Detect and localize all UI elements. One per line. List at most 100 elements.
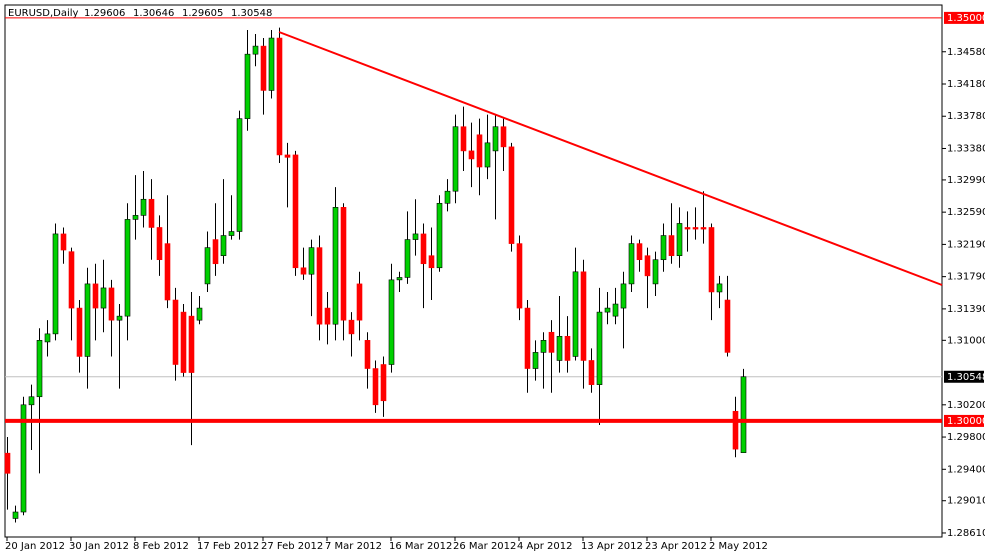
candle-body	[116, 315, 123, 321]
candle-body	[148, 198, 155, 228]
candle-body	[196, 307, 203, 321]
candle-body	[588, 360, 595, 385]
candle-body	[92, 283, 99, 309]
x-tick-label: 20 Jan 2012	[5, 541, 65, 552]
candle-body	[676, 223, 683, 256]
candle-body	[300, 267, 307, 275]
y-tick-label: 1.34180	[947, 79, 985, 90]
candle-body	[660, 235, 667, 261]
candle-body	[180, 311, 187, 373]
candle-body	[356, 283, 363, 321]
candle-body	[500, 126, 507, 148]
level-label-box	[944, 11, 984, 24]
x-tick-label: 7 Mar 2012	[325, 541, 382, 552]
x-tick-label: 8 Feb 2012	[133, 541, 189, 552]
candle-body	[468, 150, 475, 160]
y-tick-label: 1.32590	[947, 207, 985, 218]
x-tick-label: 2 May 2012	[709, 541, 768, 552]
candle-body	[380, 364, 387, 402]
y-tick-label: 1.30200	[947, 400, 985, 411]
y-tick-label: 1.29400	[947, 464, 985, 475]
candle-body	[604, 307, 611, 313]
candle-body	[636, 243, 643, 261]
candle-body	[316, 247, 323, 325]
current-price-label: 1.30548	[947, 372, 985, 383]
candle-body	[388, 279, 395, 365]
candle-body	[268, 37, 275, 91]
candle-body	[732, 410, 739, 450]
level-label: 1.30000	[947, 416, 985, 427]
candle-body	[100, 287, 107, 309]
candle-body	[340, 207, 347, 321]
candle-body	[684, 227, 691, 230]
candle-body	[52, 233, 59, 335]
y-tick-label: 1.29010	[947, 496, 985, 507]
chart-title: EURUSD,Daily	[8, 8, 79, 19]
candle-body	[44, 333, 51, 343]
candle-body	[644, 255, 651, 277]
y-tick-label: 1.29800	[947, 432, 985, 443]
candle-body	[428, 255, 435, 269]
candle-body	[164, 243, 171, 301]
y-tick-label: 1.31000	[947, 335, 985, 346]
candle-body	[68, 251, 75, 309]
candle-body	[612, 303, 619, 317]
candle-body	[596, 311, 603, 385]
y-tick-label: 1.31790	[947, 272, 985, 283]
candle-body	[452, 126, 459, 192]
candle-body	[4, 452, 11, 474]
candle-body	[308, 247, 315, 275]
header-value: 1.29606	[84, 8, 125, 19]
candle-body	[204, 247, 211, 285]
candle-body	[564, 335, 571, 361]
candle-body	[572, 271, 579, 357]
candle-body	[412, 233, 419, 240]
x-tick-label: 27 Feb 2012	[261, 541, 323, 552]
x-tick-label: 16 Mar 2012	[389, 541, 452, 552]
header-value: 1.30646	[133, 8, 174, 19]
candle-body	[524, 307, 531, 369]
candle-body	[396, 277, 403, 281]
candle-body	[540, 340, 547, 353]
y-tick-label: 1.33780	[947, 111, 985, 122]
candle-body	[724, 299, 731, 353]
header-value: 1.29605	[182, 8, 223, 19]
candle-body	[364, 340, 371, 369]
plot-border	[4, 4, 943, 538]
x-tick-label: 23 Apr 2012	[645, 541, 707, 552]
level-label-box	[944, 414, 984, 427]
header-value: 1.30548	[231, 8, 272, 19]
y-tick-label: 1.34580	[947, 47, 985, 58]
candle-body	[700, 227, 707, 230]
candle-body	[36, 340, 43, 398]
candle-body	[212, 239, 219, 265]
y-tick-label: 1.28610	[947, 528, 985, 539]
candle-body	[284, 154, 291, 158]
candle-body	[548, 331, 555, 353]
candle-body	[188, 315, 195, 373]
candle-body	[84, 283, 91, 357]
candle-body	[444, 190, 451, 204]
candle-body	[140, 198, 147, 216]
candle-body	[76, 307, 83, 357]
candle-body	[492, 126, 499, 152]
candle-body	[508, 146, 515, 244]
candle-body	[124, 219, 131, 317]
candle-body	[236, 118, 243, 232]
candle-body	[460, 126, 467, 152]
candle-body	[516, 243, 523, 309]
candle-body	[668, 235, 675, 256]
candle-body	[436, 202, 443, 269]
candle-body	[172, 299, 179, 365]
candle-body	[60, 233, 67, 251]
candle-body	[132, 215, 139, 220]
candle-body	[420, 233, 427, 265]
x-tick-label: 26 Mar 2012	[453, 541, 516, 552]
candle-body	[476, 134, 483, 168]
x-tick-label: 13 Apr 2012	[581, 541, 643, 552]
candle-body	[348, 319, 355, 335]
candle-body	[708, 227, 715, 293]
candle-body	[404, 239, 411, 278]
candle-body	[580, 271, 587, 361]
